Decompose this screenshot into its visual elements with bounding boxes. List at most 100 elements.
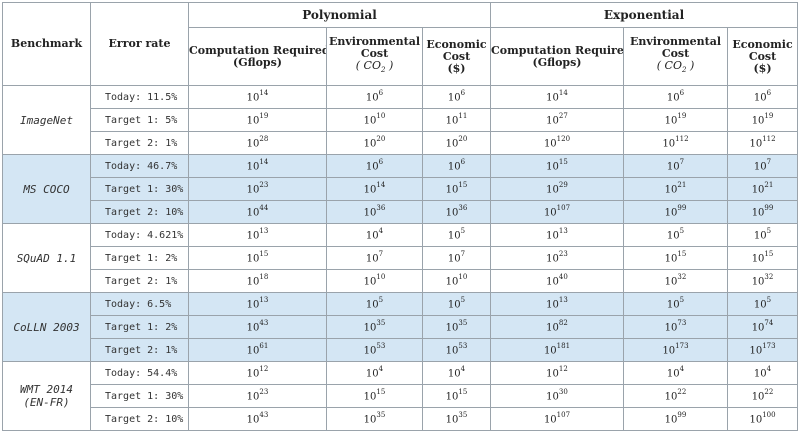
value-cell: 1035 (326, 407, 423, 431)
value-cell: 1035 (422, 315, 491, 339)
value-cell: 104 (726, 361, 799, 385)
benchmark-name: SQuAD 1.1 (2, 223, 91, 293)
value-cell: 1019 (726, 108, 799, 132)
value-cell: 1028 (188, 131, 327, 155)
value-cell: 1015 (326, 384, 423, 408)
value-cell: 1022 (623, 384, 728, 408)
table-row: Target 1: 2% 1043 1035 1035 1082 1073 1074 (3, 315, 799, 339)
value-cell: 10112 (623, 131, 728, 155)
benchmark-name: CoLLN 2003 (2, 292, 91, 362)
value-cell: 10173 (726, 338, 799, 362)
value-cell: 1020 (326, 131, 423, 155)
value-cell: 10120 (490, 131, 624, 155)
value-cell: 1012 (490, 361, 624, 385)
environmental-cost-header: Environmental Cost( CO2 ) (623, 27, 728, 86)
value-cell: 106 (623, 85, 728, 109)
value-cell: 1012 (188, 361, 327, 385)
value-cell: 106 (422, 85, 491, 109)
value-cell: 105 (422, 292, 491, 316)
value-cell: 104 (326, 223, 423, 247)
value-cell: 1014 (326, 177, 423, 201)
table-row: ImageNet Today: 11.5% 1014 106 106 1014 106 106 (2, 85, 799, 155)
value-cell: 1023 (188, 384, 327, 408)
computation-header: Computation Required (Gflops) (188, 27, 327, 86)
error-rate-cell: Target 2: 1% (90, 338, 189, 362)
value-cell: 1040 (490, 269, 624, 293)
error-rate-cell: Today: 6.5% (90, 292, 189, 316)
value-cell: 1074 (726, 315, 799, 339)
value-cell: 1082 (490, 315, 624, 339)
value-cell: 1061 (188, 338, 327, 362)
table-row: Target 1: 2% 1015 107 107 1023 1015 1015 (3, 246, 799, 270)
value-cell: 1015 (422, 177, 491, 201)
value-cell: 1015 (726, 246, 799, 270)
value-cell: 1021 (726, 177, 799, 201)
error-rate-cell: Today: 46.7% (90, 154, 189, 178)
value-cell: 1036 (422, 200, 491, 224)
value-cell: 1099 (726, 200, 799, 224)
value-cell: 1015 (490, 154, 624, 178)
error-rate-cell: Target 2: 10% (90, 407, 189, 431)
value-cell: 105 (326, 292, 423, 316)
error-rate-cell: Today: 54.4% (90, 361, 189, 385)
value-cell: 107 (726, 154, 799, 178)
benchmark-header: Benchmark (2, 2, 91, 86)
value-cell: 1014 (188, 154, 327, 178)
value-cell: 1029 (490, 177, 624, 201)
table-row: Target 2: 1% 1061 1053 1053 10181 10173 10173 (3, 338, 799, 362)
value-cell: 1044 (188, 200, 327, 224)
table-row: Target 2: 1% 1028 1020 1020 10120 10112 10112 (3, 131, 799, 155)
value-cell: 107 (623, 154, 728, 178)
value-cell: 10107 (490, 200, 624, 224)
value-cell: 104 (326, 361, 423, 385)
error-rate-cell: Target 2: 1% (90, 269, 189, 293)
exponential-header: Exponential (489, 2, 799, 28)
value-cell: 1013 (490, 223, 624, 247)
environmental-cost-header: Environmental Cost( CO2 ) (326, 27, 423, 86)
value-cell: 1019 (188, 108, 327, 132)
value-cell: 106 (422, 154, 491, 178)
value-cell: 1023 (188, 177, 327, 201)
value-cell: 1022 (726, 384, 799, 408)
table-row: Target 2: 1% 1018 1010 1010 1040 1032 1032 (3, 269, 799, 293)
value-cell: 105 (726, 223, 799, 247)
table-row: MS COCO Today: 46.7% 1014 106 106 1015 107 107 (2, 154, 799, 224)
value-cell: 1010 (422, 269, 491, 293)
value-cell: 1015 (623, 246, 728, 270)
value-cell: 104 (623, 361, 728, 385)
error-rate-cell: Target 1: 30% (90, 177, 189, 201)
table-row: SQuAD 1.1 Today: 4.621% 1013 104 105 1013 105 1… (2, 223, 799, 293)
table-row: CoLLN 2003 Today: 6.5% 1013 105 105 1013 105 10… (2, 292, 799, 362)
value-cell: 1011 (422, 108, 491, 132)
value-cell: 10181 (490, 338, 624, 362)
value-cell: 106 (326, 154, 423, 178)
value-cell: 1053 (326, 338, 423, 362)
value-cell: 1010 (326, 269, 423, 293)
table-row: Target 1: 30% 1023 1015 1015 1030 1022 1022 (3, 384, 799, 408)
value-cell: 1032 (623, 269, 728, 293)
value-cell: 1015 (422, 384, 491, 408)
value-cell: 107 (326, 246, 423, 270)
table-row: WMT 2014 (EN-FR) Today: 54.4% 1012 104 104 101… (2, 361, 799, 431)
value-cell: 10173 (623, 338, 728, 362)
error-rate-header: Error rate (90, 2, 189, 86)
value-cell: 1023 (490, 246, 624, 270)
table-row: Target 2: 10% 1044 1036 1036 10107 1099 1099 (3, 200, 799, 224)
table-row: Target 2: 10% 1043 1035 1035 10107 1099 10100 (3, 407, 799, 431)
value-cell: 1027 (490, 108, 624, 132)
value-cell: 1015 (188, 246, 327, 270)
value-cell: 1010 (326, 108, 423, 132)
error-rate-cell: Today: 4.621% (90, 223, 189, 247)
error-rate-cell: Target 1: 30% (90, 384, 189, 408)
value-cell: 1099 (623, 407, 728, 431)
table-row: Target 1: 30% 1023 1014 1015 1029 1021 1021 (3, 177, 799, 201)
value-cell: 105 (623, 223, 728, 247)
benchmark-name: MS COCO (2, 154, 91, 224)
benchmark-name: WMT 2014 (EN-FR) (2, 361, 91, 431)
value-cell: 1013 (188, 223, 327, 247)
value-cell: 105 (726, 292, 799, 316)
polynomial-header: Polynomial (188, 2, 491, 28)
value-cell: 1043 (188, 407, 327, 431)
economic-cost-header: Economic Cost ($) (726, 27, 799, 86)
value-cell: 105 (623, 292, 728, 316)
